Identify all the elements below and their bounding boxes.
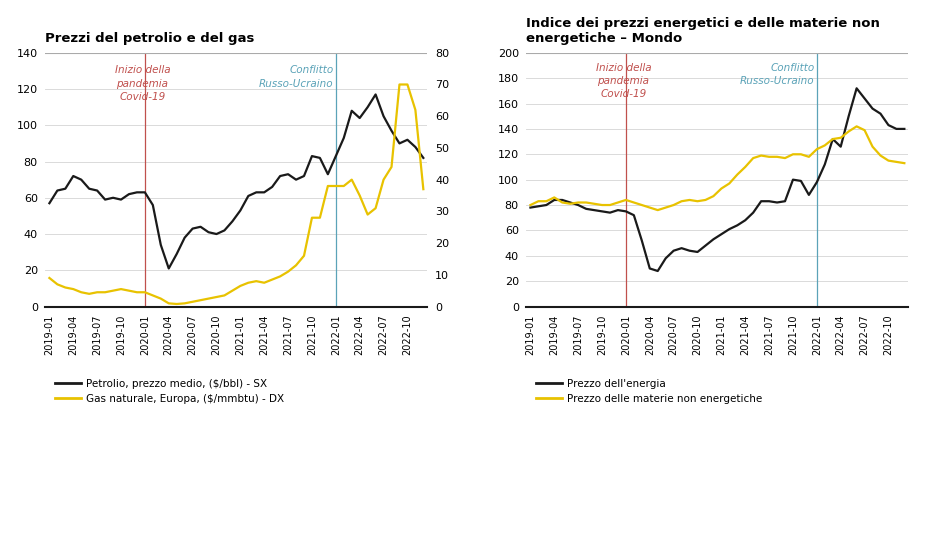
Text: Indice dei prezzi energetici e delle materie non
energetiche – Mondo: Indice dei prezzi energetici e delle mat… xyxy=(526,17,881,45)
Text: Conflitto
Russo-Ucraino: Conflitto Russo-Ucraino xyxy=(259,66,333,88)
Text: Inizio della
pandemia
Covid-19: Inizio della pandemia Covid-19 xyxy=(596,63,651,99)
Legend: Petrolio, prezzo medio, ($/bbl) - SX, Gas naturale, Europa, ($/mmbtu) - DX: Petrolio, prezzo medio, ($/bbl) - SX, Ga… xyxy=(51,374,289,408)
Text: Prezzi del petrolio e del gas: Prezzi del petrolio e del gas xyxy=(45,31,254,45)
Text: Inizio della
pandemia
Covid-19: Inizio della pandemia Covid-19 xyxy=(115,66,170,102)
Legend: Prezzo dell'energia, Prezzo delle materie non energetiche: Prezzo dell'energia, Prezzo delle materi… xyxy=(532,374,767,408)
Text: Conflitto
Russo-Ucraino: Conflitto Russo-Ucraino xyxy=(740,63,814,86)
